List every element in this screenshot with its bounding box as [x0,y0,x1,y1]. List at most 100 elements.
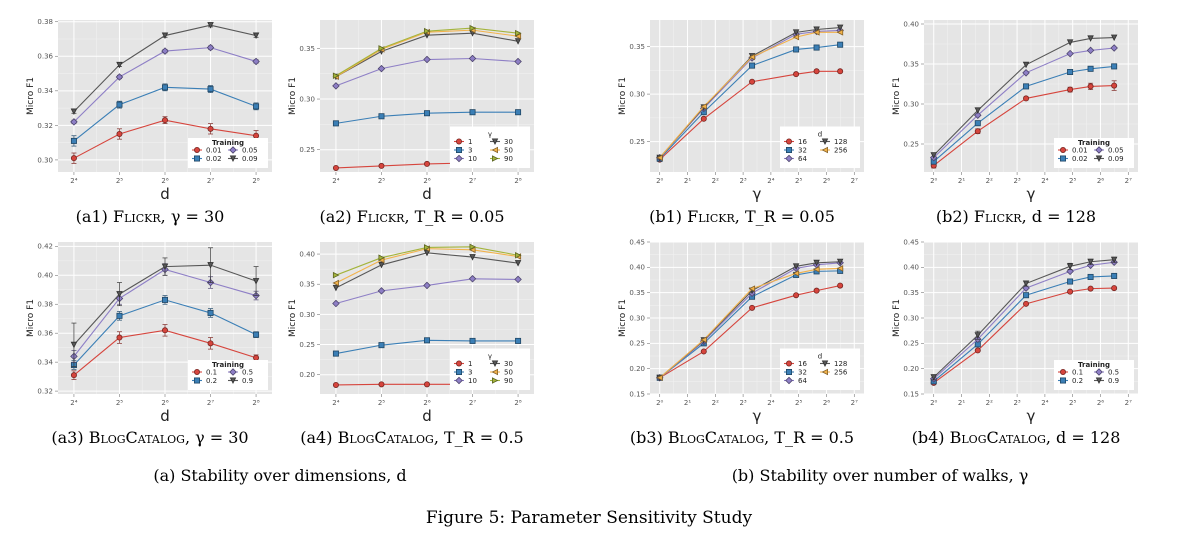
legend-label: 0.1 [1072,368,1083,376]
data-point [332,279,339,287]
legend-marker [455,360,462,367]
caption-a3-param: , γ = 30 [184,428,249,447]
legend-marker [491,377,499,384]
legend-label: 0.01 [206,146,222,154]
y-tick-label: 0.42 [37,243,53,251]
chart-a1: 0.30 0.32 0.34 0.36 0.38 2⁴ 2⁵ 2⁶ 2⁷ 2⁸ d Micro F1 T… [26,18,272,203]
legend-item: 1 [454,360,472,368]
data-point [206,43,215,52]
y-axis-label: Micro F1 [618,77,628,115]
data-point [836,24,844,32]
data-point [813,259,820,267]
data-point [161,327,168,334]
data-point [1111,285,1118,292]
legend-item: 0.01 [192,146,222,154]
legend-marker [455,138,462,145]
legend-item: 3 [454,368,472,376]
legend-item: 0.1 [1058,368,1083,376]
legend-label: 0.5 [242,368,253,376]
series-0.09 [930,34,1118,159]
legend-box [780,348,860,390]
y-tick-label: 0.15 [903,390,919,398]
data-point [813,44,820,51]
data-point [1110,256,1118,264]
x-tick-label: 2² [712,399,719,407]
legend-item: 0.5 [1094,368,1119,376]
legend-label: 10 [468,377,477,385]
x-tick-label: 2⁷ [1125,177,1132,185]
data-point [515,109,522,116]
data-point [1110,34,1118,42]
legend-marker [821,146,829,154]
data-point [1022,284,1030,292]
caption-a4-dataset: BlogCatalog [337,428,434,447]
legend-box [1054,360,1134,390]
legend-label: 50 [504,368,513,376]
panel-a4: 0.20 0.25 0.30 0.35 0.40 2⁴ 2⁵ 2⁶ 2⁷ 2⁸ d Micro F1 γ… [282,236,542,426]
data-point [515,252,522,259]
y-tick-label: 0.20 [299,371,315,379]
data-point [378,45,385,52]
panel-b4: 0.15 0.20 0.25 0.30 0.35 0.40 0.45 2⁰ 2¹ 2² 2³ 2⁴ 2⁵… [886,236,1146,426]
legend-marker [1095,155,1103,162]
data-point [116,61,123,69]
data-point [70,155,77,162]
legend-label: 10 [468,155,477,163]
legend-label: 0.1 [206,368,217,376]
legend-label: 90 [504,155,513,163]
x-tick-label: 2¹ [958,177,965,185]
legend-item: 0.05 [1094,146,1124,154]
data-point [700,115,707,122]
caption-b3-label: (b3) [629,428,668,447]
data-point [515,29,522,37]
series-10 [332,54,522,90]
legend-label: 0.09 [1108,155,1124,163]
group-caption-b: (b) Stability over number of walks, γ [731,466,1029,485]
y-axis-label: Micro F1 [26,77,36,115]
x-tick-label: 2⁸ [252,399,259,407]
data-point [1022,69,1030,77]
data-point [974,107,982,114]
legend-marker [491,146,499,154]
data-point [1111,82,1118,89]
chart-b2: 0.25 0.30 0.35 0.40 2⁰ 2¹ 2² 2³ 2⁴ 2⁵ 2⁶ 2⁷ γ Micro F… [892,20,1138,203]
legend-box [188,138,268,168]
legend-item: 3 [454,146,472,154]
x-tick-label: 2⁷ [851,399,858,407]
data-point [1087,35,1094,42]
data-point [70,372,77,379]
data-point [161,84,168,91]
data-point [1023,95,1030,102]
x-tick-label: 2⁶ [1097,177,1104,185]
data-point [332,350,339,357]
data-point [1087,273,1094,280]
x-tick-label: 2⁵ [116,177,123,185]
data-point [974,347,981,354]
data-point [332,82,340,90]
x-tick-label: 2⁵ [1069,399,1076,407]
legend-marker [1059,377,1066,384]
y-tick-label: 0.30 [903,100,919,108]
data-point [1067,86,1074,93]
x-tick-label: 2⁰ [656,177,663,185]
data-point [423,160,430,167]
data-point [974,332,982,339]
data-point [792,29,800,36]
data-point [161,32,169,40]
legend-item: 0.01 [1058,146,1088,154]
data-point [253,331,260,338]
panel-a3: 0.32 0.34 0.36 0.38 0.40 0.42 2⁴ 2⁵ 2⁶ 2⁷ 2⁸ d Micro… [20,236,280,426]
legend-label: 128 [834,138,847,146]
data-point [252,32,260,40]
x-tick-label: 2⁰ [930,177,937,185]
series-0.1 [70,324,260,380]
y-tick-label: 0.30 [629,314,645,322]
series-0.2 [930,272,1118,385]
data-point [813,68,820,75]
series-0.09 [70,22,260,116]
data-point [70,341,78,349]
